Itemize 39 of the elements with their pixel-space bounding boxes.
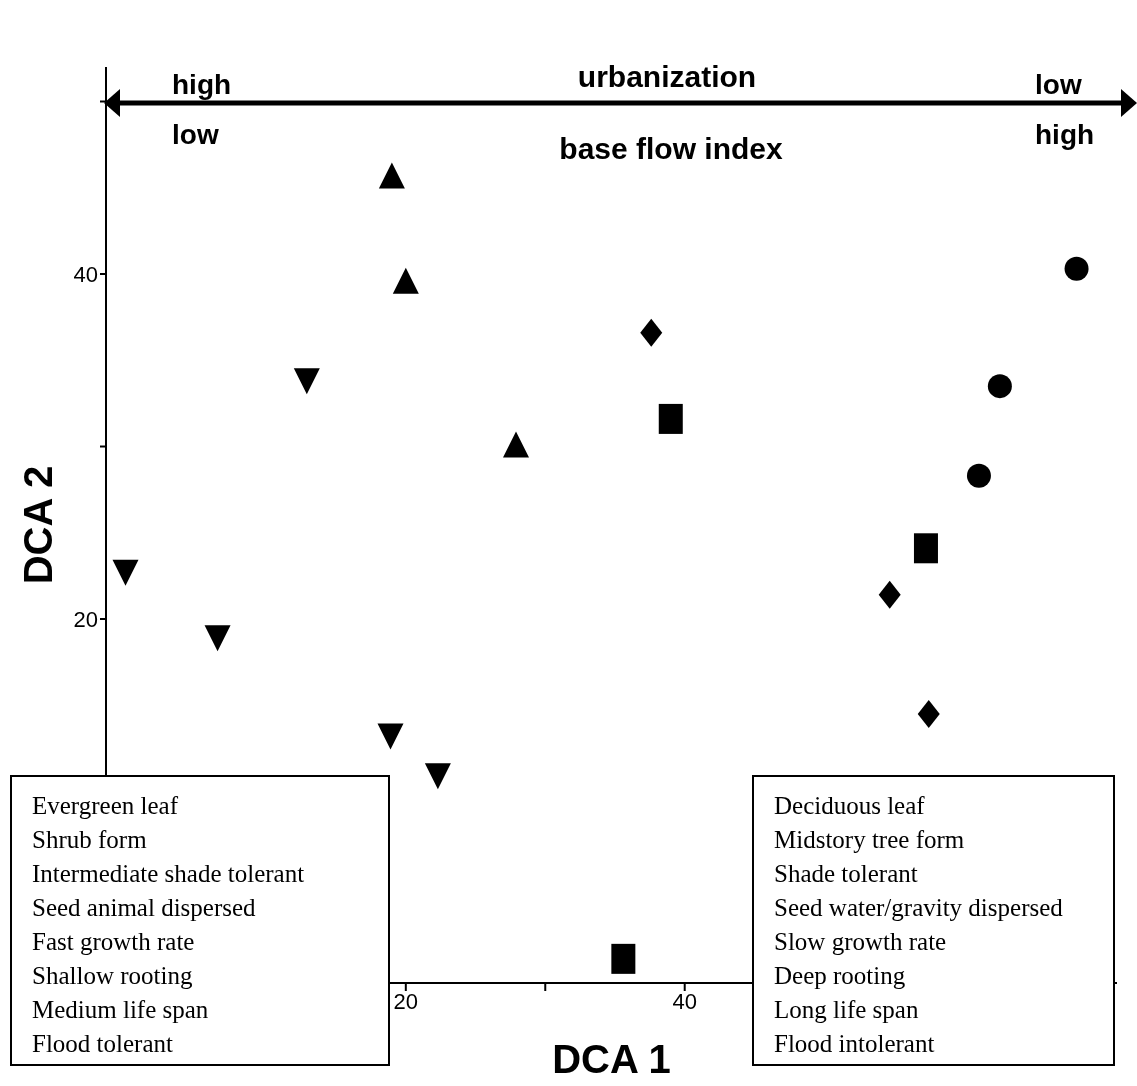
annotation: Deciduous leaf xyxy=(774,791,926,821)
point xyxy=(424,763,451,790)
annotation: Midstory tree form xyxy=(774,825,966,855)
text: Flood intolerant xyxy=(774,1030,935,1057)
annotation: Shrub form xyxy=(32,825,148,855)
point xyxy=(204,625,231,652)
annotation: Shade tolerant xyxy=(774,859,919,889)
text: Medium life span xyxy=(32,996,209,1023)
point xyxy=(658,403,683,434)
point xyxy=(966,463,991,488)
annotation: low xyxy=(1035,68,1082,102)
point xyxy=(878,580,901,609)
annotation: high xyxy=(1035,118,1095,152)
text: Long life span xyxy=(774,996,919,1023)
annotation: Deep rooting xyxy=(774,961,907,991)
annotation: base flow index xyxy=(559,132,783,166)
annotation: low xyxy=(172,118,219,152)
point xyxy=(987,374,1012,399)
annotation: Fast growth rate xyxy=(32,927,196,957)
point xyxy=(392,267,419,294)
point xyxy=(917,699,940,728)
annotation: Seed animal dispersed xyxy=(32,893,257,923)
annotation: high xyxy=(172,68,232,102)
annotation: Seed water/gravity dispersed xyxy=(774,893,1064,923)
point xyxy=(112,559,139,586)
annotation: Slow growth rate xyxy=(774,927,948,957)
y-axis-title: DCA 2 xyxy=(16,465,61,585)
point xyxy=(1064,256,1089,281)
x-axis-title: DCA 1 xyxy=(552,1037,671,1081)
annotation: Intermediate shade tolerant xyxy=(32,859,306,889)
point xyxy=(502,431,529,458)
point xyxy=(377,723,404,750)
point xyxy=(640,318,663,347)
annotation: Shallow rooting xyxy=(32,961,194,991)
point xyxy=(913,533,938,564)
annotation: Evergreen leaf xyxy=(32,791,179,821)
annotation: urbanization xyxy=(577,60,757,94)
text: Flood tolerant xyxy=(32,1030,173,1057)
point xyxy=(378,162,405,189)
